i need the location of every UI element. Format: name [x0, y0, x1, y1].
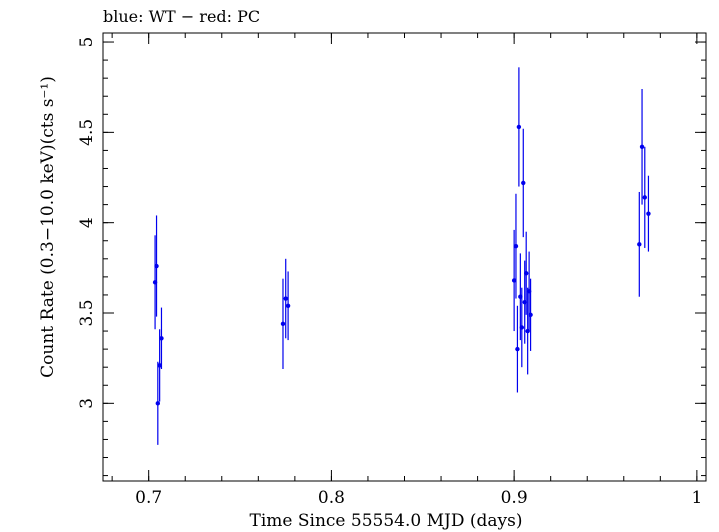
data-point	[519, 325, 525, 330]
chart-title: blue: WT − red: PC	[103, 7, 260, 26]
data-point	[642, 195, 647, 200]
y-tick-label: 4	[77, 217, 97, 228]
data-point	[155, 401, 161, 406]
x-tick-label: 0.7	[135, 488, 162, 508]
plot-frame	[102, 32, 707, 482]
y-tick-label: 5	[77, 37, 97, 48]
data-point	[515, 346, 520, 352]
data-point	[511, 278, 517, 283]
data-point	[521, 180, 526, 186]
y-tick-label: 4.5	[77, 119, 97, 146]
data-series	[152, 67, 651, 445]
x-tick-label: 1	[691, 488, 702, 508]
data-point	[523, 271, 529, 276]
data-point	[283, 296, 288, 301]
data-point	[639, 144, 645, 150]
x-axis: 0.7 0.8 0.9 1	[111, 33, 702, 508]
y-tick-label: 3.5	[77, 299, 97, 326]
data-point	[516, 124, 522, 130]
data-point	[285, 303, 291, 308]
data-point	[280, 321, 286, 327]
data-point	[154, 263, 159, 269]
data-point	[646, 211, 651, 216]
y-axis-label: Count Rate (0.3−10.0 keV)(cts s⁻¹)	[38, 76, 58, 378]
data-point	[159, 336, 164, 341]
data-point	[513, 243, 519, 249]
y-tick-label: 3	[77, 398, 97, 409]
data-point	[157, 363, 162, 368]
data-point	[528, 312, 533, 318]
x-axis-label: Time Since 55554.0 MJD (days)	[250, 511, 523, 531]
x-tick-label: 0.9	[501, 488, 528, 508]
data-point	[637, 242, 642, 247]
x-tick-label: 0.8	[318, 488, 345, 508]
y-axis: 3 3.5 4 4.5 5	[77, 37, 706, 477]
